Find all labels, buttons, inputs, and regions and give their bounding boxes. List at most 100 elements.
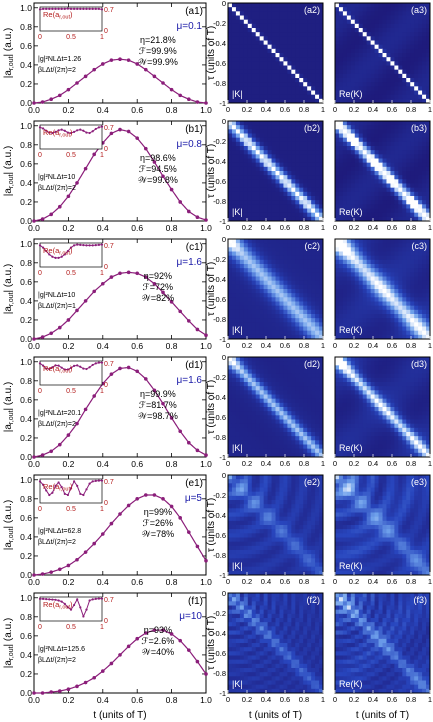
map-cell — [418, 57, 423, 62]
map-cell — [267, 3, 273, 8]
map-cell — [251, 415, 257, 420]
map-cell — [346, 98, 352, 104]
map-cell — [374, 293, 380, 298]
map-cell — [235, 419, 241, 425]
map-cell — [338, 330, 344, 336]
map-cell — [303, 330, 308, 336]
map-cell — [366, 369, 372, 375]
inset-label: Re(ar,out) — [43, 364, 73, 375]
param-beta: βLΔt/(2π)=2 — [38, 421, 76, 428]
map-quantity-label: |K| — [232, 89, 243, 99]
map-cell — [247, 3, 253, 8]
inset-point — [63, 129, 66, 132]
map-cell — [283, 82, 288, 87]
map-cell — [291, 390, 296, 395]
map-cell — [303, 141, 308, 147]
map-cell — [426, 94, 431, 100]
map-cell — [279, 357, 284, 362]
map-cell — [307, 326, 312, 332]
map-x-tick-label: 0.8 — [299, 459, 309, 468]
map-cell — [243, 98, 249, 104]
map-cell — [394, 394, 399, 400]
map-cell — [251, 330, 257, 336]
map-x-tick-label: 0.6 — [280, 105, 290, 114]
map-cell — [342, 15, 348, 21]
map-cell — [350, 154, 356, 159]
map-cell — [414, 121, 419, 126]
map-cell — [299, 200, 304, 205]
map-cell — [307, 73, 312, 79]
map-cell — [259, 386, 265, 391]
map-cell — [307, 15, 312, 21]
map-cell — [307, 297, 312, 302]
map-cell — [414, 322, 419, 327]
map-cell — [354, 183, 360, 189]
map-cell — [271, 444, 276, 450]
inset-point — [51, 598, 54, 601]
map-cell — [263, 154, 269, 159]
map-cell — [402, 129, 407, 134]
map-cell — [410, 280, 415, 286]
map-cell — [263, 146, 269, 151]
map-cell — [374, 305, 380, 311]
inset-y-tick: 0 — [104, 146, 108, 153]
map-cell — [414, 334, 419, 340]
x-tick-label: 0.0 — [28, 695, 40, 705]
map-cell — [279, 158, 284, 164]
map-y-tick-label: -0.2 — [213, 373, 226, 382]
map-cell — [386, 268, 391, 273]
map-cell — [235, 440, 241, 445]
map-cell — [303, 402, 308, 408]
map-cell — [394, 69, 399, 75]
map-cell — [315, 175, 320, 180]
map-cell — [315, 239, 320, 244]
map-cell — [342, 78, 348, 83]
map-cell — [374, 373, 380, 379]
map-cell — [346, 65, 352, 71]
kernel-map-b2: 0 0.2 0.4 0.6 0.8 10-0.2-0.4-0.6-0.8-1(b2)|K| — [213, 117, 325, 232]
map-cell — [386, 301, 391, 307]
map-cell — [414, 251, 419, 257]
map-cell — [311, 382, 316, 387]
map-cell — [235, 216, 241, 222]
map-cell — [307, 162, 312, 168]
map-cell — [263, 293, 269, 298]
map-cell — [410, 32, 415, 37]
map-cell — [319, 330, 324, 336]
map-cell — [358, 141, 364, 147]
map-cell — [303, 69, 308, 75]
map-cell — [311, 158, 316, 164]
map-cell — [299, 137, 304, 143]
map-cell — [410, 297, 415, 302]
map-cell — [426, 326, 431, 332]
map-cell — [406, 171, 411, 176]
map-cell — [228, 73, 233, 79]
map-cell — [378, 264, 383, 269]
map-cell — [390, 191, 395, 197]
map-cell — [279, 53, 284, 58]
map-cell — [382, 121, 387, 126]
map-cell — [251, 334, 257, 340]
map-cell — [418, 61, 423, 66]
map-cell — [342, 394, 348, 400]
map-cell — [319, 94, 324, 100]
map-cell — [287, 377, 292, 383]
map-cell — [259, 276, 265, 282]
map-cell — [319, 208, 324, 214]
map-cell — [235, 82, 241, 87]
map-cell — [366, 357, 372, 362]
map-cell — [231, 444, 237, 450]
map-cell — [370, 141, 376, 147]
map-cell — [319, 394, 324, 400]
map-cell — [378, 65, 383, 71]
map-cell — [342, 280, 348, 286]
map-cell — [362, 19, 368, 25]
map-cell — [299, 361, 304, 366]
map-cell — [295, 187, 300, 193]
map-cell — [386, 7, 391, 12]
map-cell — [231, 419, 237, 425]
map-cell — [287, 382, 292, 387]
map-cell — [386, 175, 391, 180]
map-cell — [370, 86, 376, 91]
map-cell — [235, 162, 241, 168]
